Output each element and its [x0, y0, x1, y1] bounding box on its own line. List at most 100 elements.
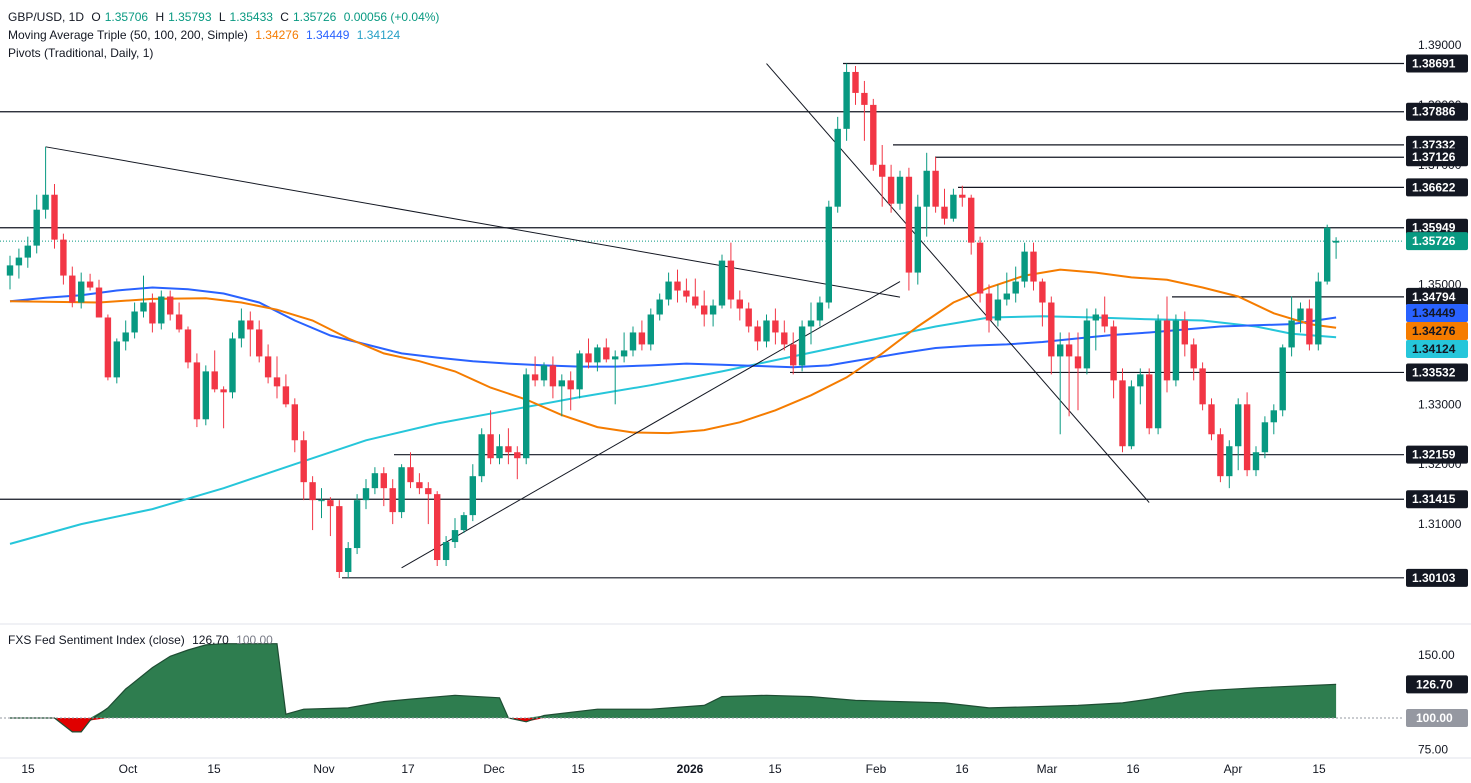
time-tick-label: Dec [483, 762, 504, 776]
fxs-tick-label: 150.00 [1418, 648, 1455, 662]
candle-down [1110, 326, 1117, 381]
time-tick-label: Feb [866, 762, 887, 776]
time-tick-label: 15 [1312, 762, 1326, 776]
candle-down [1146, 374, 1153, 429]
candle-down [389, 488, 396, 513]
candle-up [1154, 320, 1162, 429]
candle-down [531, 374, 539, 381]
pivot-level-label: 1.30103 [1412, 571, 1456, 585]
candle-up [6, 265, 14, 276]
time-tick-label: Apr [1224, 762, 1243, 776]
candle-down [60, 239, 67, 276]
time-tick-label: Mar [1037, 762, 1058, 776]
candle-down [211, 371, 218, 390]
candle-down [167, 296, 174, 315]
candlesticks [6, 63, 1340, 578]
pivot-level-badge [1406, 490, 1468, 509]
candle-up [994, 299, 1002, 321]
pivots-title: Pivots (Traditional, Daily, 1) [8, 46, 154, 60]
ohlc-legend: GBP/USD, 1D O 1.35706 H 1.35793 L 1.35433 C… [8, 10, 443, 24]
symbol-label: GBP/USD, 1D [8, 10, 85, 24]
candle-up [647, 314, 654, 345]
low-label: L [218, 10, 226, 24]
candle-up [763, 320, 770, 342]
candle-down [852, 71, 859, 93]
candle-up [656, 299, 663, 315]
candle-down [959, 194, 966, 198]
candle-up [398, 467, 405, 513]
candle-up [1012, 281, 1019, 294]
candle-up [1315, 281, 1322, 345]
candle-up [558, 380, 565, 387]
candle-down [772, 320, 779, 333]
candle-down [95, 287, 103, 318]
ma200-badge [1406, 340, 1468, 358]
price-badge [1406, 232, 1468, 251]
trendline [401, 281, 901, 569]
candle-down [149, 302, 156, 324]
candle-down [514, 452, 521, 459]
candle-down [69, 275, 76, 303]
time-tick-label: Nov [313, 762, 334, 776]
ma200-badge-label: 1.34124 [1412, 342, 1456, 356]
price-tick-label: 1.39000 [1418, 38, 1462, 52]
candle-up [843, 71, 850, 129]
candle-up [158, 296, 165, 324]
fxs-value-badge [1406, 675, 1468, 694]
high-label: H [155, 10, 165, 24]
fxs-value: 126.70 [192, 633, 229, 647]
candle-down [256, 329, 263, 357]
ma-legend: Moving Average Triple (50, 100, 200, Sim… [8, 28, 404, 42]
candle-up [1137, 374, 1144, 387]
candle-up [478, 434, 485, 477]
candle-down [505, 446, 512, 453]
candle-up [1172, 320, 1180, 381]
candle-down [674, 281, 681, 291]
candle-down [380, 473, 387, 489]
time-tick-label: 15 [207, 762, 221, 776]
candle-up [620, 350, 628, 357]
candle-down [879, 164, 886, 177]
candle-down [781, 332, 788, 345]
candle-down [282, 386, 290, 405]
candle-down [1065, 344, 1073, 357]
time-tick-label: 15 [571, 762, 585, 776]
time-tick-label: 16 [1126, 762, 1140, 776]
candle-up [1279, 347, 1286, 411]
pivot-levels [0, 62, 1404, 579]
candle-up [113, 341, 120, 378]
candle-down [300, 440, 307, 483]
candle-up [1128, 386, 1135, 447]
candle-down [193, 362, 201, 420]
candle-up [1261, 422, 1269, 453]
trendlines [45, 63, 1150, 569]
candle-down [745, 308, 752, 327]
open-label: O [91, 10, 101, 24]
low-value: 1.35433 [229, 10, 273, 24]
price-tick-label: 1.31000 [1418, 517, 1462, 531]
time-tick-label: 15 [21, 762, 35, 776]
candle-down [790, 344, 797, 366]
ma200-value: 1.34124 [356, 28, 401, 42]
pivot-level-label: 1.33532 [1412, 365, 1456, 379]
ma100-value: 1.34449 [306, 28, 350, 42]
candle-down [985, 293, 993, 321]
candle-down [175, 314, 183, 330]
pivot-level-label: 1.37126 [1412, 150, 1456, 164]
candle-down [1074, 356, 1082, 369]
candle-down [727, 260, 735, 300]
candle-down [870, 104, 877, 165]
candle-up [460, 515, 468, 531]
candle-down [754, 326, 761, 342]
candle-up [469, 476, 476, 516]
candle-down [407, 467, 414, 483]
candle-down [887, 176, 895, 204]
candle-up [33, 209, 40, 246]
candle-up [42, 194, 49, 210]
close-label: C [280, 10, 289, 24]
candle-down [1181, 320, 1188, 345]
candle-up [914, 206, 921, 273]
ma-title: Moving Average Triple (50, 100, 200, Sim… [8, 28, 248, 42]
pivot-level-badge [1406, 363, 1468, 382]
candle-down [51, 194, 58, 240]
